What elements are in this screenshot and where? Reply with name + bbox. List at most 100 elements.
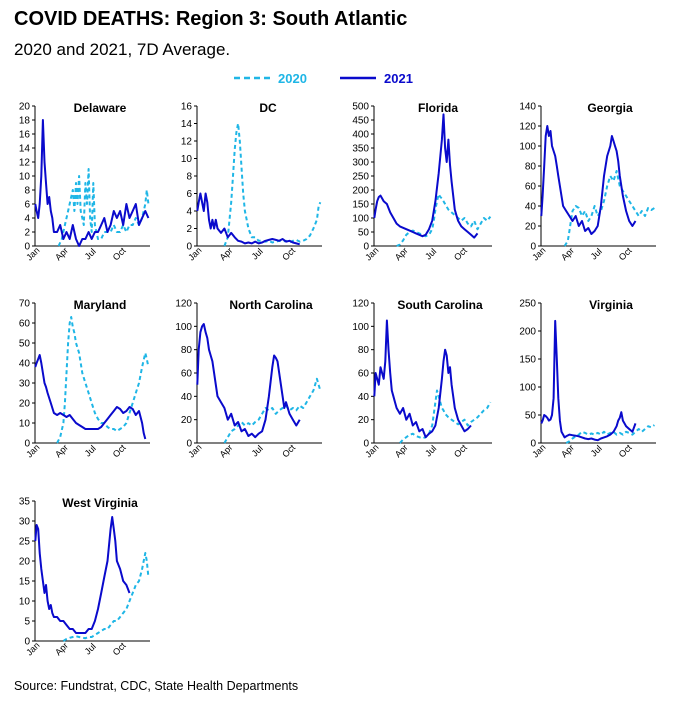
y-tick-label: 150: [519, 355, 536, 366]
y-tick-label: 4: [24, 214, 30, 225]
x-tick-label: Jan: [530, 245, 547, 262]
x-tick-label: Oct: [617, 245, 634, 262]
y-tick-label: 50: [525, 411, 537, 422]
y-tick-label: 20: [358, 415, 370, 426]
x-tick-label: Jul: [83, 246, 98, 261]
y-tick-label: 40: [525, 202, 537, 213]
x-tick-label: Oct: [617, 442, 634, 459]
y-tick-label: 10: [19, 172, 31, 183]
series-2020: [57, 168, 150, 247]
x-tick-label: Apr: [393, 245, 410, 262]
y-tick-label: 120: [352, 299, 369, 310]
x-tick-label: Jul: [423, 443, 438, 458]
series-2021: [373, 113, 479, 239]
series-2021: [34, 354, 147, 440]
y-tick-label: 20: [525, 222, 537, 233]
series-2020: [223, 377, 322, 444]
x-tick-label: Jan: [186, 245, 203, 262]
y-tick-label: 6: [186, 189, 192, 200]
x-tick-label: Jul: [250, 246, 265, 261]
y-tick-label: 10: [181, 154, 193, 165]
y-tick-label: 25: [19, 537, 31, 548]
series-2020: [563, 170, 655, 247]
x-tick-label: Oct: [452, 245, 469, 262]
y-tick-label: 20: [19, 557, 31, 568]
y-tick-label: 0: [24, 439, 30, 450]
y-tick-label: 450: [352, 116, 369, 127]
y-tick-label: 50: [358, 228, 370, 239]
y-tick-label: 0: [186, 242, 192, 253]
y-tick-label: 70: [19, 299, 31, 310]
x-tick-label: Oct: [111, 442, 128, 459]
y-tick-label: 30: [19, 517, 31, 528]
chart-title: Virginia: [589, 298, 633, 312]
chart-title: South Carolina: [397, 298, 483, 312]
y-tick-label: 14: [181, 119, 193, 130]
y-tick-label: 4: [186, 207, 192, 218]
series-2020: [62, 552, 150, 642]
series-2021: [540, 319, 637, 442]
y-tick-label: 300: [352, 158, 369, 169]
y-tick-label: 150: [352, 200, 369, 211]
chart-dc: 0 2 4 6 8 10 12 14 16 Jan Apr Jul Oct DC: [181, 101, 322, 263]
x-tick-label: Jul: [83, 443, 98, 458]
x-tick-label: Jan: [363, 442, 380, 459]
series-2020: [396, 193, 492, 247]
x-tick-label: Jul: [83, 641, 98, 656]
y-tick-label: 6: [24, 200, 30, 211]
series-2021: [196, 192, 300, 246]
legend-label-2021: 2021: [384, 71, 413, 86]
x-tick-label: Apr: [53, 640, 70, 657]
x-tick-label: Apr: [559, 442, 576, 459]
chart-title: West Virginia: [62, 496, 138, 510]
y-tick-label: 80: [358, 345, 370, 356]
y-tick-label: 20: [19, 102, 31, 113]
y-tick-label: 12: [19, 158, 31, 169]
y-tick-label: 200: [352, 186, 369, 197]
series-2020: [565, 424, 655, 444]
y-tick-label: 250: [519, 299, 536, 310]
y-tick-label: 30: [19, 379, 31, 390]
x-tick-label: Oct: [111, 245, 128, 262]
x-tick-label: Apr: [393, 442, 410, 459]
y-tick-label: 500: [352, 102, 369, 113]
page-title: COVID DEATHS: Region 3: South Atlantic: [14, 8, 408, 30]
y-tick-label: 60: [181, 369, 193, 380]
x-tick-label: Apr: [218, 245, 235, 262]
y-tick-label: 0: [363, 439, 369, 450]
y-tick-label: 0: [24, 637, 30, 648]
y-tick-label: 0: [530, 439, 536, 450]
x-tick-label: Apr: [218, 442, 235, 459]
x-tick-label: Jan: [24, 640, 41, 657]
chart-title: Georgia: [587, 101, 633, 115]
series-2021: [196, 323, 301, 439]
y-tick-label: 40: [19, 359, 31, 370]
y-tick-label: 50: [19, 339, 31, 350]
series-2020: [56, 316, 150, 444]
chart-title: Florida: [418, 101, 458, 115]
y-tick-label: 100: [519, 142, 536, 153]
x-tick-label: Jul: [589, 443, 604, 458]
x-tick-label: Oct: [111, 640, 128, 657]
series-2020: [399, 389, 492, 444]
y-tick-label: 60: [525, 182, 537, 193]
y-tick-label: 80: [181, 345, 193, 356]
y-tick-label: 400: [352, 130, 369, 141]
y-tick-label: 2: [186, 224, 192, 235]
series-2021: [34, 119, 150, 247]
y-tick-label: 20: [19, 399, 31, 410]
x-tick-label: Oct: [280, 442, 297, 459]
chart-maryland: 0 10 20 30 40 50 60 70 Jan Apr Jul Oct Maryland: [19, 298, 150, 460]
y-tick-label: 40: [181, 392, 193, 403]
y-tick-label: 100: [352, 214, 369, 225]
y-tick-label: 120: [519, 122, 536, 133]
y-tick-label: 35: [19, 497, 31, 508]
y-tick-label: 200: [519, 327, 536, 338]
y-tick-label: 100: [519, 383, 536, 394]
chart-delaware: 0 2 4 6 8 10 12 14 16 18 20 Jan Apr Jul Oct Delaware: [19, 101, 150, 263]
x-tick-label: Jan: [24, 442, 41, 459]
y-tick-label: 15: [19, 577, 31, 588]
y-tick-label: 40: [358, 392, 370, 403]
y-tick-label: 8: [186, 172, 192, 183]
